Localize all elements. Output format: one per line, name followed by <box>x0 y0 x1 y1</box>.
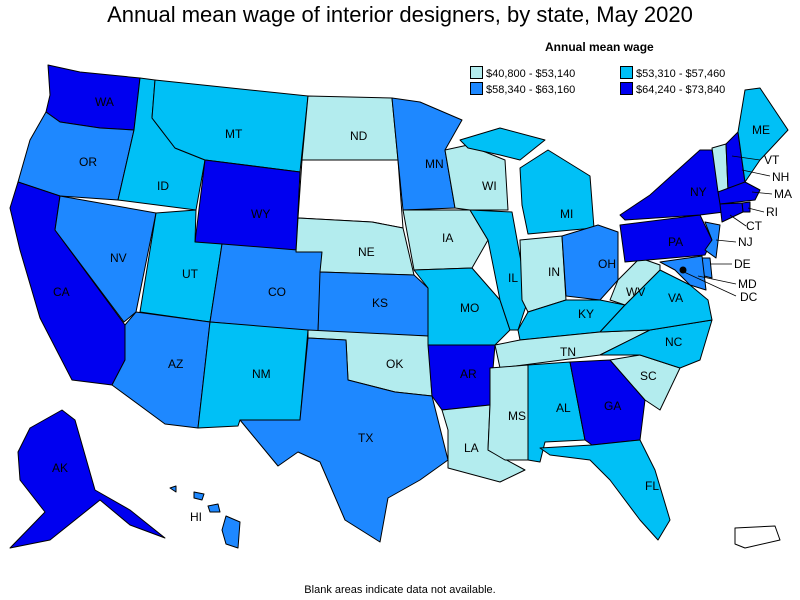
label-MI: MI <box>560 207 573 221</box>
label-TX: TX <box>358 431 373 445</box>
label-CO: CO <box>268 285 286 299</box>
territory-PR[interactable] <box>734 525 781 549</box>
label-KS: KS <box>372 296 388 310</box>
label-MA: MA <box>774 187 792 201</box>
label-ND: ND <box>350 129 368 143</box>
label-CA: CA <box>53 285 70 299</box>
state-FL[interactable] <box>539 439 671 541</box>
state-NJ[interactable] <box>704 221 721 259</box>
footnote: Blank areas indicate data not available. <box>304 584 496 596</box>
state-AZ[interactable] <box>111 311 211 429</box>
state-ND[interactable] <box>301 95 399 161</box>
legend-label-2: $53,310 - $57,460 <box>636 68 726 80</box>
legend-swatch-1 <box>470 66 483 79</box>
label-MO: MO <box>460 301 479 315</box>
state-IL[interactable] <box>469 209 529 331</box>
state-WY[interactable] <box>194 159 301 253</box>
label-WY: WY <box>251 207 270 221</box>
callout-line-nj <box>715 239 737 243</box>
dc-marker <box>679 266 687 274</box>
label-OK: OK <box>386 357 403 371</box>
legend-label-3: $58,340 - $63,160 <box>486 84 576 96</box>
label-ME: ME <box>752 123 770 137</box>
state-CT[interactable] <box>719 202 744 223</box>
legend: $40,800 - $53,140 $53,310 - $57,460 $58,… <box>470 66 800 100</box>
state-AK[interactable] <box>9 409 166 549</box>
callout-line-ma <box>751 191 773 195</box>
label-WV: WV <box>626 285 645 299</box>
label-HI: HI <box>190 510 202 524</box>
state-MI-upper[interactable] <box>459 127 546 161</box>
legend-item-2: $53,310 - $57,460 <box>620 66 725 80</box>
state-NY[interactable] <box>619 149 725 221</box>
label-IL: IL <box>508 271 518 285</box>
label-TN: TN <box>560 345 576 359</box>
callout-line-ri <box>747 207 765 213</box>
label-WI: WI <box>482 179 497 193</box>
callout-line-ct <box>729 214 747 227</box>
label-MN: MN <box>425 157 444 171</box>
legend-item-4: $64,240 - $73,840 <box>620 82 725 96</box>
label-MD: MD <box>738 277 757 291</box>
callout-line-dc <box>683 271 737 297</box>
legend-title: Annual mean wage <box>545 40 654 54</box>
state-MA[interactable] <box>717 181 761 205</box>
label-NM: NM <box>252 367 271 381</box>
label-UT: UT <box>182 267 199 281</box>
state-NV[interactable] <box>54 195 157 323</box>
state-MI[interactable] <box>519 149 595 235</box>
label-NY: NY <box>690 185 707 199</box>
map-title: Annual mean wage of interior designers, … <box>107 2 693 27</box>
legend-item-3: $58,340 - $63,160 <box>470 82 575 96</box>
label-MS: MS <box>508 409 526 423</box>
state-WA[interactable] <box>45 64 141 131</box>
legend-label-4: $64,240 - $73,840 <box>636 84 726 96</box>
label-VT: VT <box>764 153 780 167</box>
label-NV: NV <box>110 251 127 265</box>
legend-swatch-2 <box>620 66 633 79</box>
state-PA[interactable] <box>619 214 713 263</box>
legend-label-1: $40,800 - $53,140 <box>486 68 576 80</box>
label-ID: ID <box>157 179 169 193</box>
callout-line-vt <box>731 155 761 161</box>
state-TX[interactable] <box>239 337 449 543</box>
label-NJ: NJ <box>738 235 753 249</box>
label-AR: AR <box>460 367 477 381</box>
legend-item-1: $40,800 - $53,140 <box>470 66 575 80</box>
state-HI[interactable] <box>169 485 241 549</box>
label-IA: IA <box>442 231 453 245</box>
label-OH: OH <box>598 257 616 271</box>
label-NH: NH <box>772 170 789 184</box>
label-AZ: AZ <box>168 357 183 371</box>
label-FL: FL <box>645 479 659 493</box>
label-GA: GA <box>604 399 621 413</box>
label-SC: SC <box>640 369 657 383</box>
state-CO[interactable] <box>209 243 323 333</box>
legend-swatch-3 <box>470 82 483 95</box>
callout-line-md <box>697 275 737 285</box>
state-SD[interactable] <box>297 159 404 229</box>
label-RI: RI <box>766 205 778 219</box>
label-DE: DE <box>734 257 751 271</box>
label-LA: LA <box>464 441 479 455</box>
label-DC: DC <box>740 290 758 304</box>
label-IN: IN <box>548 265 560 279</box>
state-MO[interactable] <box>413 267 511 346</box>
label-OR: OR <box>79 155 97 169</box>
label-CT: CT <box>746 219 763 233</box>
legend-swatch-4 <box>620 82 633 95</box>
label-AL: AL <box>556 401 571 415</box>
state-SC[interactable] <box>609 354 681 411</box>
label-NE: NE <box>358 245 375 259</box>
label-KY: KY <box>578 307 594 321</box>
label-PA: PA <box>668 235 683 249</box>
label-MT: MT <box>225 127 243 141</box>
label-WA: WA <box>95 95 114 109</box>
state-IA[interactable] <box>402 209 489 271</box>
callout-line-nh <box>741 169 771 177</box>
label-NC: NC <box>665 335 683 349</box>
label-AK: AK <box>52 461 68 475</box>
label-VA: VA <box>668 291 683 305</box>
